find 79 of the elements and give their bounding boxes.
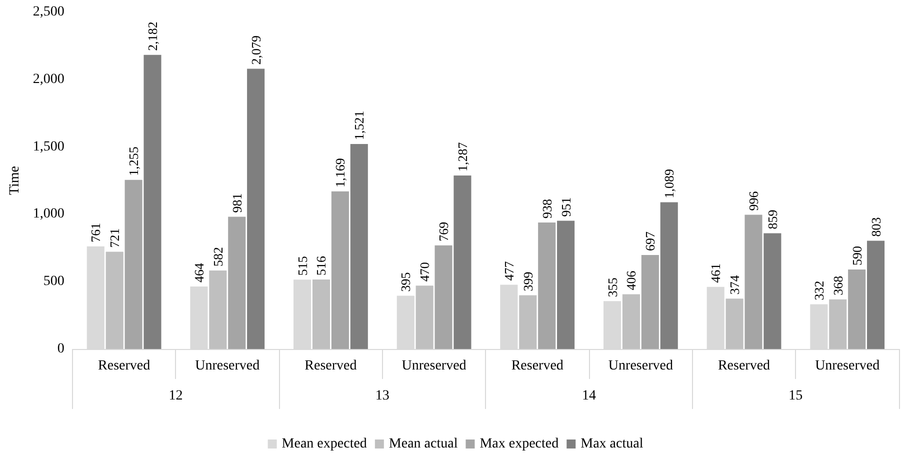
data-label: 406 [624,270,639,290]
data-label: 470 [417,262,432,282]
data-label: 769 [436,222,452,242]
data-label: 761 [88,222,104,242]
bar [228,216,246,349]
y-tick-label: 2,500 [32,4,64,20]
data-label: 368 [830,276,846,296]
data-label: 461 [708,263,724,283]
bar [331,191,349,349]
data-label: 938 [539,199,554,219]
y-tick-label: 1,000 [32,206,64,222]
data-label: 2,182 [144,22,160,51]
bar [726,298,744,349]
data-label: 1,089 [662,168,677,198]
y-axis-title: Time [8,166,22,196]
y-tick-label: 1,500 [32,139,64,154]
data-label: 1,255 [126,146,142,176]
data-label: 355 [604,278,620,298]
y-tick-label: 0 [57,342,64,356]
x-tick-label: Unreserved [195,358,260,374]
bar [434,245,452,349]
data-label: 1,169 [332,158,348,188]
x-tick-label: Reserved [304,358,357,374]
data-label: 515 [294,256,310,276]
y-tick-label: 2,000 [32,72,64,87]
bar [144,54,162,349]
data-label: 332 [811,280,826,300]
data-label: 582 [210,247,226,267]
x-tick-label: Unreserved [402,358,466,374]
legend-label: Max expected [480,436,559,452]
bar [124,180,142,349]
bar [744,214,762,349]
data-label: 1,287 [454,142,470,172]
bar [416,286,434,349]
bar [641,255,659,349]
data-label: 399 [520,272,536,292]
data-label: 803 [868,217,884,237]
bar [557,220,575,349]
bar [764,233,782,349]
bar [106,252,124,349]
data-label: 951 [558,197,574,217]
data-label: 697 [642,231,658,252]
x-tick-label: Reserved [511,358,564,374]
bar [454,176,472,349]
bar [622,294,640,349]
bar [866,240,885,349]
data-label: 477 [501,260,516,281]
y-tick-label: 500 [43,274,64,290]
bar [312,279,330,349]
legend-label: Max actual [580,436,644,452]
bar [247,68,265,349]
x-tick-label: Reserved [718,358,770,374]
text: 13 [375,388,390,404]
data-label: 721 [107,228,122,248]
data-label: 859 [764,210,780,230]
bar [350,144,368,349]
bar [538,222,556,349]
data-label: 2,079 [248,36,264,65]
data-label: 374 [727,274,742,295]
data-label: 395 [398,272,414,292]
x-tick-label: Unreserved [608,358,673,374]
data-label: 516 [314,255,329,276]
legend-label: Mean actual [388,436,458,452]
text: 14 [582,388,596,404]
legend-label: Mean expected [282,436,367,452]
bar [848,269,866,349]
bar [660,202,678,349]
data-label: 996 [746,190,761,211]
text: 12 [168,388,183,404]
data-label: 590 [849,246,864,266]
data-label: 981 [229,193,244,213]
x-tick-label: Reserved [98,358,150,374]
x-tick-label: Unreserved [815,358,880,374]
bar [209,270,227,349]
data-label: 1,521 [352,110,367,140]
data-label: 464 [191,262,206,282]
text: 15 [788,388,803,404]
bar [519,295,537,349]
bar [829,299,847,349]
